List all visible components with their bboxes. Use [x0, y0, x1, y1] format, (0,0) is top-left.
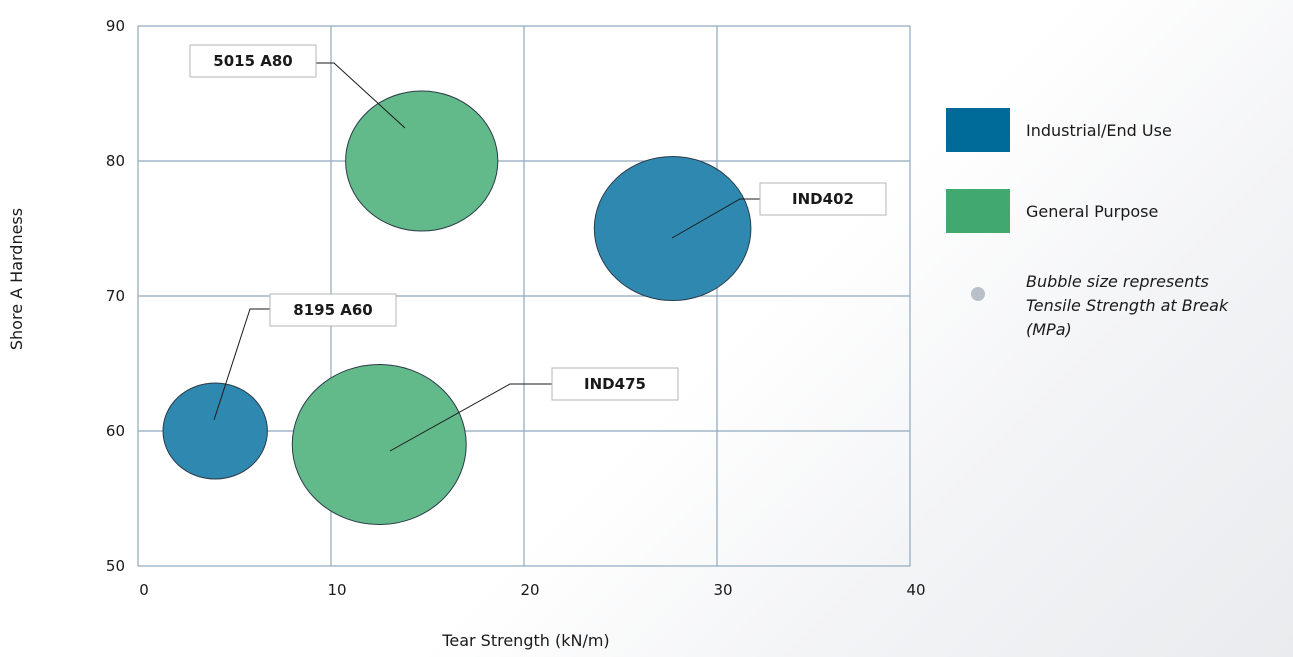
bubbles [162, 90, 752, 526]
x-tick-label: 20 [520, 581, 539, 599]
x-tick-label: 0 [139, 581, 149, 599]
legend-size-note: Bubble size represents Tensile Strength … [946, 270, 1276, 342]
callout-label-ind402: IND402 [792, 190, 854, 208]
size-dot-icon [971, 287, 985, 301]
legend-label-industrial: Industrial/End Use [1026, 120, 1172, 140]
legend-item-general: General Purpose [946, 189, 1276, 233]
y-axis-label: Shore A Hardness [7, 208, 26, 350]
y-tick-label: 50 [106, 557, 125, 575]
axis-ticks: 0 10 20 30 40 50 60 70 80 90 [106, 17, 926, 599]
x-tick-label: 30 [713, 581, 732, 599]
bubble-8195-a60 [162, 382, 268, 480]
y-tick-label: 90 [106, 17, 125, 35]
callouts: IND402 8195 A60 5015 A80 IND475 [189, 44, 887, 452]
callout-label-ind475: IND475 [584, 375, 646, 393]
callout-box-8195-a60 [269, 293, 397, 327]
callout-box-5015-a80 [189, 44, 317, 78]
x-tick-label: 10 [327, 581, 346, 599]
x-tick-label: 40 [906, 581, 925, 599]
bubble-5015-a80 [345, 90, 499, 232]
callout-leader-8195-a60 [213, 308, 270, 421]
legend-swatch-industrial [946, 108, 1010, 152]
legend-swatch-general [946, 189, 1010, 233]
callout-label-8195-a60: 8195 A60 [293, 301, 372, 319]
callout-label-5015-a80: 5015 A80 [213, 52, 292, 70]
x-axis-label: Tear Strength (kN/m) [441, 631, 609, 650]
bubble-ind475 [291, 363, 467, 526]
legend-item-industrial: Industrial/End Use [946, 108, 1276, 152]
callout-leader-ind402 [671, 198, 760, 239]
grid [137, 25, 911, 567]
y-tick-label: 60 [106, 422, 125, 440]
legend-label-general: General Purpose [1026, 201, 1159, 221]
callout-box-ind402 [759, 182, 887, 216]
legend: Industrial/End Use General Purpose Bubbl… [946, 108, 1276, 342]
y-tick-label: 70 [106, 287, 125, 305]
callout-box-ind475 [551, 367, 679, 401]
legend-note-text: Bubble size represents Tensile Strength … [1026, 272, 1229, 339]
y-tick-label: 80 [106, 152, 125, 170]
callout-leader-ind475 [389, 383, 552, 452]
callout-leader-5015-a80 [316, 62, 406, 129]
bubble-ind402 [593, 155, 752, 302]
